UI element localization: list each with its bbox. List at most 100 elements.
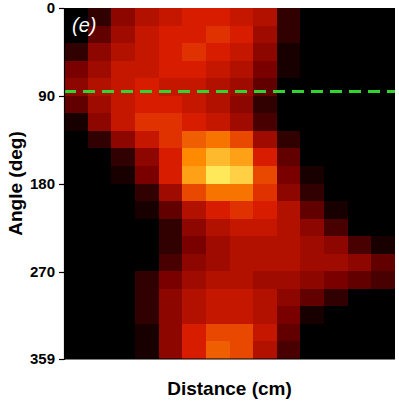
heat-cell [206,236,230,254]
heat-cell [253,236,277,254]
y-tick-mark [59,8,64,9]
heat-cell [277,271,301,289]
heat-cell [253,166,277,184]
heat-cell [371,201,395,219]
heat-cell [371,96,395,114]
heat-cell [324,166,348,184]
y-tick-mark [59,96,64,97]
heat-cell [159,324,183,342]
heat-cell [111,78,135,96]
heat-cell [324,78,348,96]
heat-cell [277,8,301,26]
heat-cell [230,219,254,237]
heat-cell [300,166,324,184]
heat-cell [135,184,159,202]
heat-cell [277,148,301,166]
heat-cell [135,324,159,342]
heat-cell [159,26,183,44]
heat-cell [64,166,88,184]
heat-cell [182,219,206,237]
heat-cell [206,61,230,79]
heat-cell [253,184,277,202]
heat-cell [182,113,206,131]
heat-cell [230,78,254,96]
y-tick: 90 [38,87,64,104]
y-axis-line [59,9,65,360]
heat-cell [324,131,348,149]
heat-cell [277,219,301,237]
heat-cell [277,96,301,114]
heat-cell [206,271,230,289]
heat-cell [253,8,277,26]
y-tick-mark [59,184,64,185]
heat-cell [206,26,230,44]
heat-cell [88,166,112,184]
y-tick-mark [59,359,64,360]
heat-cell [277,166,301,184]
heat-cell [230,43,254,61]
heat-cell [64,236,88,254]
heat-cell [182,271,206,289]
heat-cell [182,26,206,44]
heat-cell [159,113,183,131]
heat-cell [324,271,348,289]
heat-cell [182,43,206,61]
heat-cell [206,96,230,114]
heat-cell [371,341,395,359]
heat-cell [348,201,372,219]
heat-cell [230,341,254,359]
heat-cell [324,289,348,307]
heat-cell [277,289,301,307]
heat-cell [182,61,206,79]
heat-cell [111,324,135,342]
heat-cell [135,43,159,61]
heat-cell [206,78,230,96]
heat-cell [111,219,135,237]
heat-cell [88,148,112,166]
heat-cell [300,201,324,219]
heat-cell [159,271,183,289]
heat-cell [348,166,372,184]
heat-cell [230,271,254,289]
heat-cell [300,184,324,202]
heat-cell [300,78,324,96]
heat-cell [371,219,395,237]
heat-cell [300,236,324,254]
heat-cell [253,341,277,359]
heat-cell [88,341,112,359]
heat-cell [230,166,254,184]
heat-cell [159,61,183,79]
heat-cell [64,306,88,324]
y-tick: 359 [30,350,64,367]
heat-cell [277,78,301,96]
heat-cell [182,8,206,26]
heat-cell [111,341,135,359]
heat-cell [230,289,254,307]
heat-cell [300,219,324,237]
heat-cell [206,324,230,342]
heat-cell [111,43,135,61]
heat-cell [135,236,159,254]
heat-cell [88,306,112,324]
heat-cell [277,61,301,79]
heat-cell [277,201,301,219]
heat-cell [230,26,254,44]
heat-cell [88,271,112,289]
heat-cell [206,43,230,61]
heat-cell [371,43,395,61]
heat-cell [324,96,348,114]
heat-cell [159,254,183,272]
heat-cell [253,113,277,131]
heat-cell [64,131,88,149]
heat-cell [159,78,183,96]
heat-cell [371,113,395,131]
heat-cell [300,96,324,114]
heat-cell [182,306,206,324]
heat-cell [111,306,135,324]
y-tick-mark [59,272,64,273]
heat-cell [159,219,183,237]
heat-cell [277,341,301,359]
heat-cell [300,289,324,307]
heat-cell [88,184,112,202]
heat-cell [277,43,301,61]
